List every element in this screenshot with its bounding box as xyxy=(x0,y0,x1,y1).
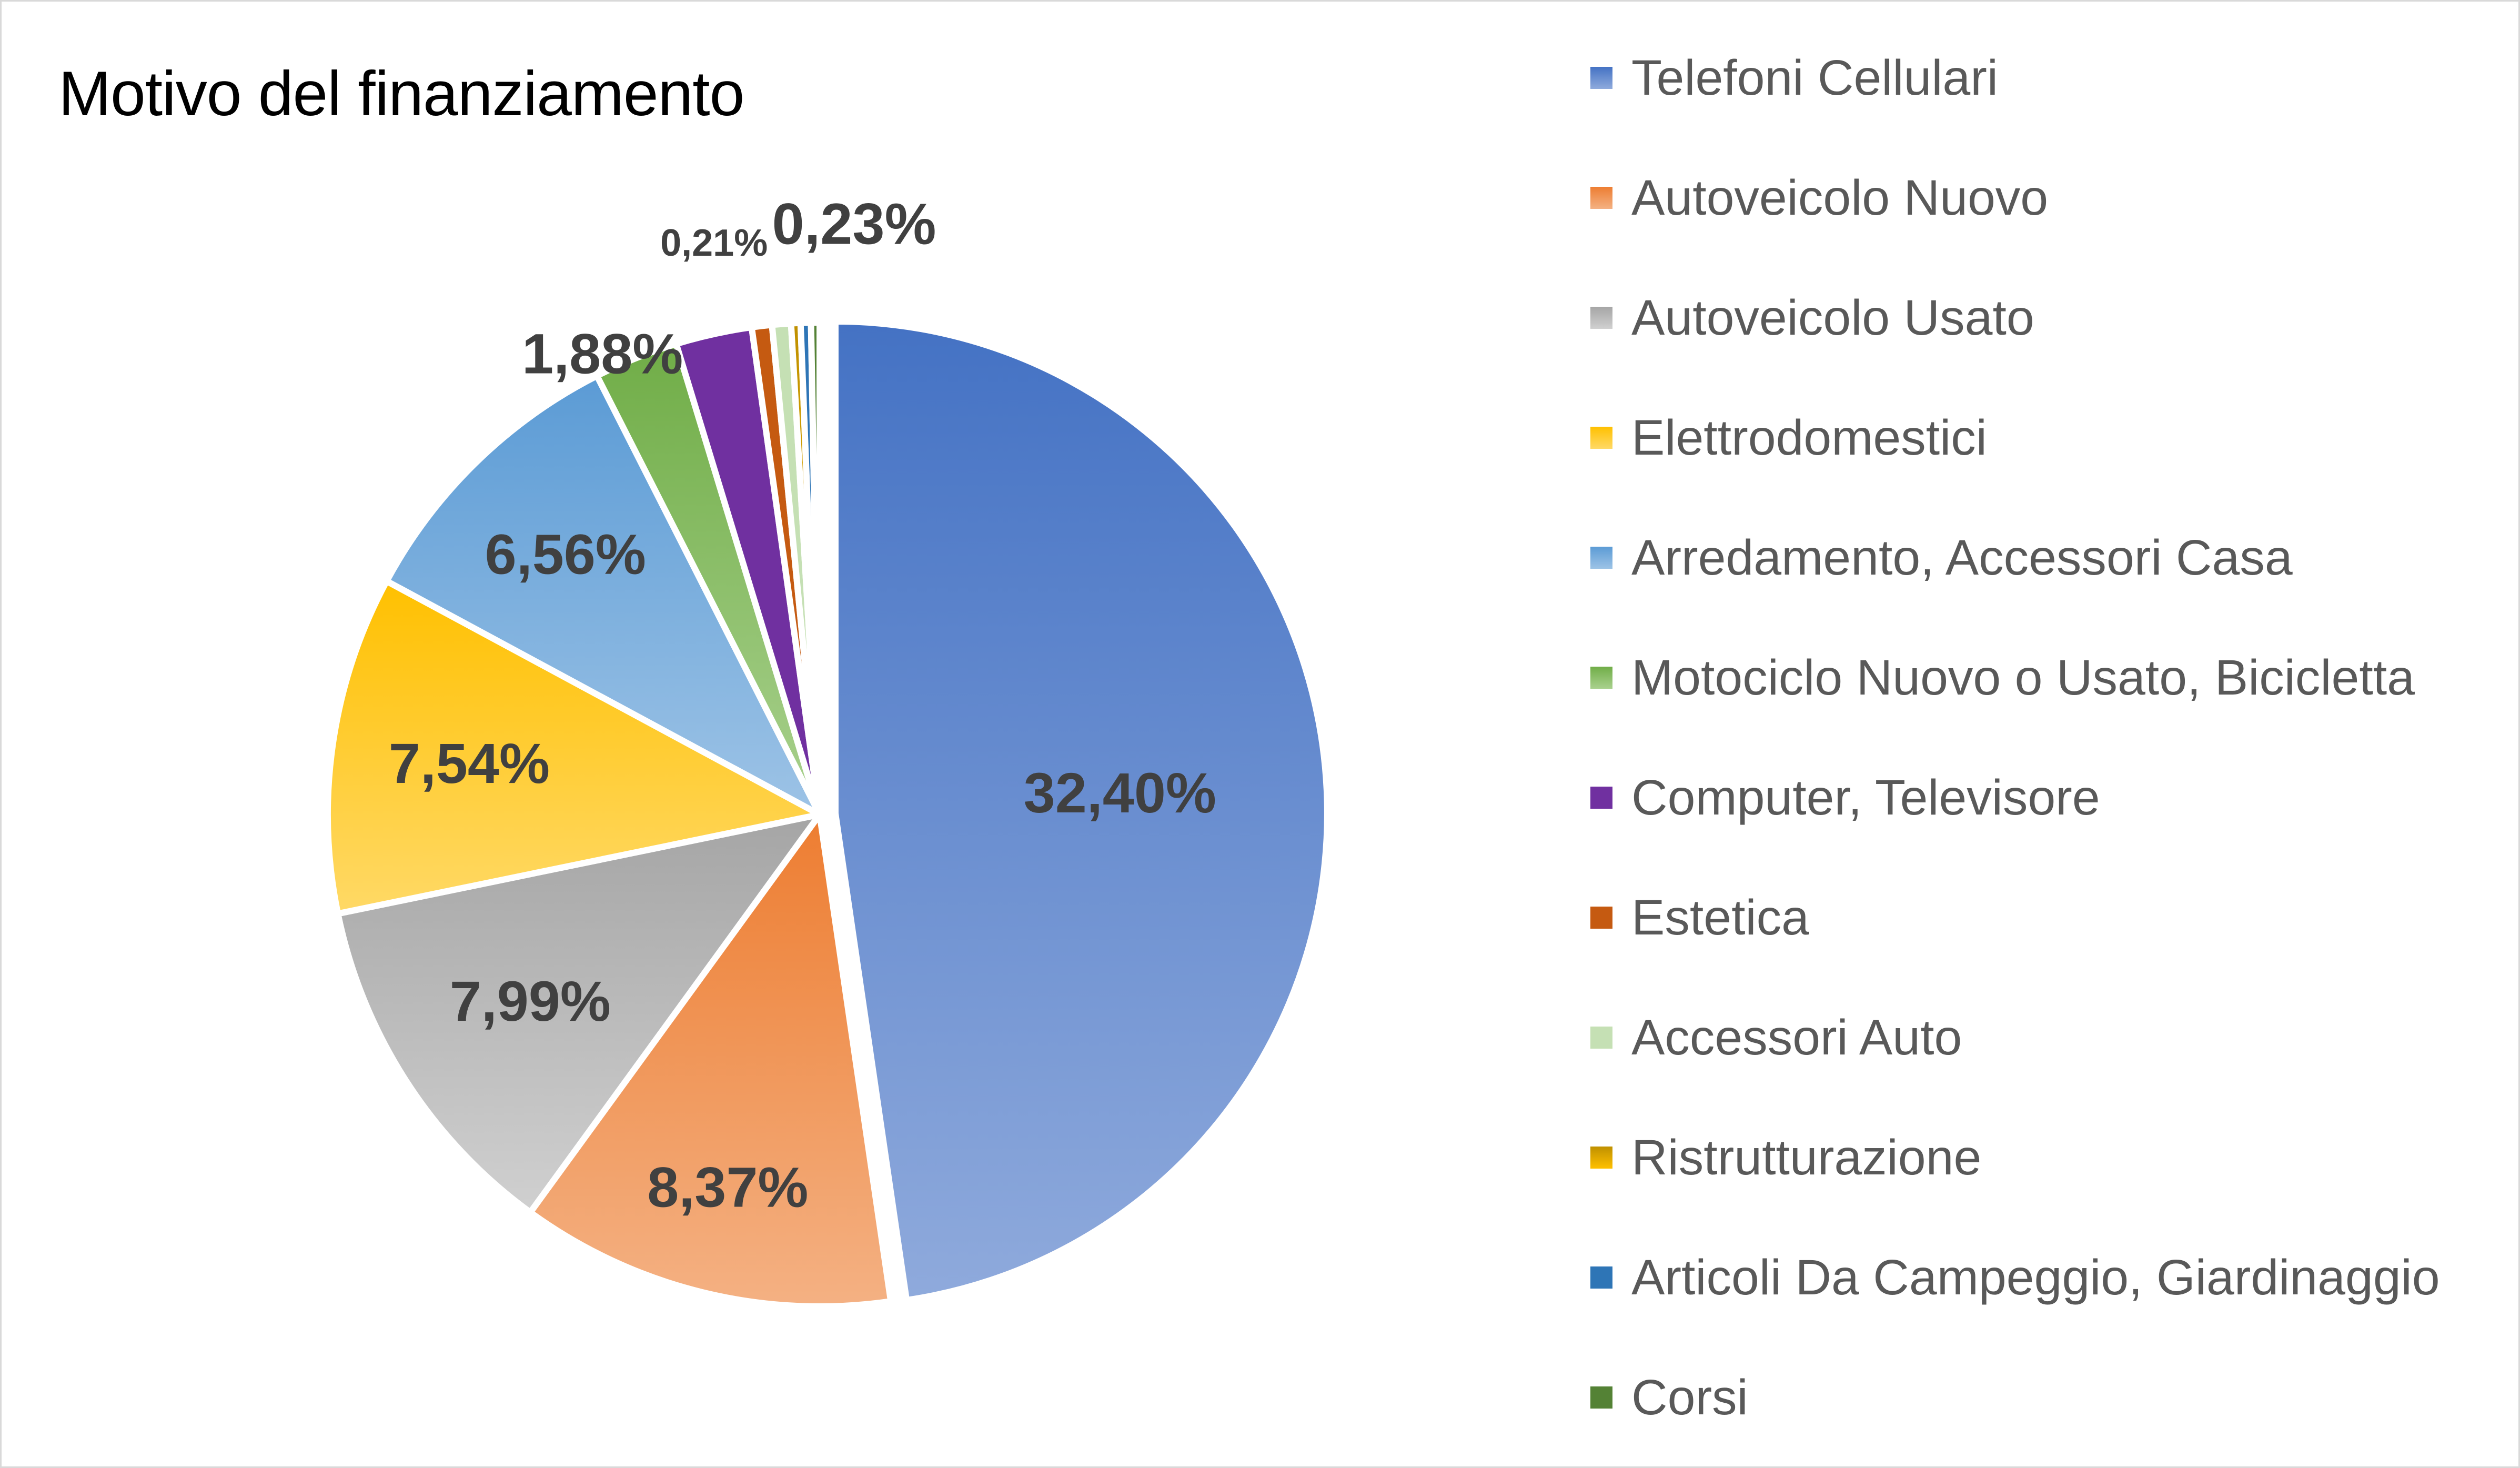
legend-item: Ristrutturazione xyxy=(1590,1126,1981,1189)
legend-item: Computer, Televisore xyxy=(1590,766,2100,829)
legend-label: Computer, Televisore xyxy=(1631,769,2100,826)
legend-swatch xyxy=(1590,1386,1612,1409)
legend-swatch xyxy=(1590,787,1612,809)
data-label-elettrodomestici: 7,54% xyxy=(389,731,550,795)
pie-slice-arredamento-accessori-casa xyxy=(383,373,823,818)
legend-label: Articoli Da Campeggio, Giardinaggio xyxy=(1631,1249,2440,1305)
pie-slice-corsi xyxy=(808,319,823,818)
legend-swatch xyxy=(1590,1266,1612,1289)
legend-label: Elettrodomestici xyxy=(1631,409,1987,466)
legend-label: Autoveicolo Nuovo xyxy=(1631,169,2049,226)
legend-item: Telefoni Cellulari xyxy=(1590,46,1998,109)
data-label-telefoni-cellulari: 32,40% xyxy=(1024,761,1216,825)
legend-label: Arredamento, Accessori Casa xyxy=(1631,529,2293,586)
legend-label: Autoveicolo Usato xyxy=(1631,289,2034,346)
legend-item: Elettrodomestici xyxy=(1590,406,1987,469)
legend-item: Articoli Da Campeggio, Giardinaggio xyxy=(1590,1246,2440,1309)
data-label-ristrutturazione: 0,21% xyxy=(660,222,768,264)
legend-item: Autoveicolo Nuovo xyxy=(1590,166,2048,229)
legend-swatch xyxy=(1590,307,1612,329)
legend-swatch xyxy=(1590,67,1612,89)
data-label-autoveicolo-nuovo: 8,37% xyxy=(647,1155,808,1219)
legend-label: Motociclo Nuovo o Usato, Bicicletta xyxy=(1631,649,2415,706)
legend-item: Accessori Auto xyxy=(1590,1006,1962,1069)
legend-label: Estetica xyxy=(1631,889,1809,946)
legend-swatch xyxy=(1590,547,1612,569)
legend-swatch xyxy=(1590,667,1612,689)
legend-label: Telefoni Cellulari xyxy=(1631,49,1999,106)
legend-label: Corsi xyxy=(1631,1369,1748,1425)
pie-slice-elettrodomestici xyxy=(325,578,823,917)
pie-slices xyxy=(325,318,1330,1310)
legend-swatch xyxy=(1590,907,1612,929)
pie-slice-autoveicolo-usato xyxy=(335,811,823,1216)
legend-swatch xyxy=(1590,427,1612,449)
data-label-autoveicolo-usato: 7,99% xyxy=(450,969,611,1033)
legend-item: Autoveicolo Usato xyxy=(1590,286,2034,349)
pie-slice-autoveicolo-nuovo xyxy=(527,811,894,1310)
legend-swatch xyxy=(1590,187,1612,209)
data-label-arredamento-accessori-casa: 6,56% xyxy=(485,522,646,586)
legend-swatch xyxy=(1590,1147,1612,1169)
legend-item: Estetica xyxy=(1590,886,1809,949)
legend-label: Accessori Auto xyxy=(1631,1009,1962,1065)
data-label-motociclo-nuovo-o-usato-bicicletta: 1,88% xyxy=(522,322,683,386)
legend-label: Ristrutturazione xyxy=(1631,1129,1982,1185)
legend-item: Arredamento, Accessori Casa xyxy=(1590,526,2293,589)
pie-data-labels: 32,40% 8,37% 7,99% 7,54% 6,56% 1,88% 0,21% 0,23… xyxy=(389,192,1216,1219)
legend-item: Corsi xyxy=(1590,1366,1748,1429)
chart-title: Motivo del finanziamento xyxy=(58,58,744,129)
legend-swatch xyxy=(1590,1027,1612,1049)
data-label-articoli-da-campeggio-giardinaggio: 0,23% xyxy=(772,192,936,257)
legend-item: Motociclo Nuovo o Usato, Bicicletta xyxy=(1590,646,2415,709)
pie-slice-telefoni-cellulari xyxy=(832,318,1330,1303)
